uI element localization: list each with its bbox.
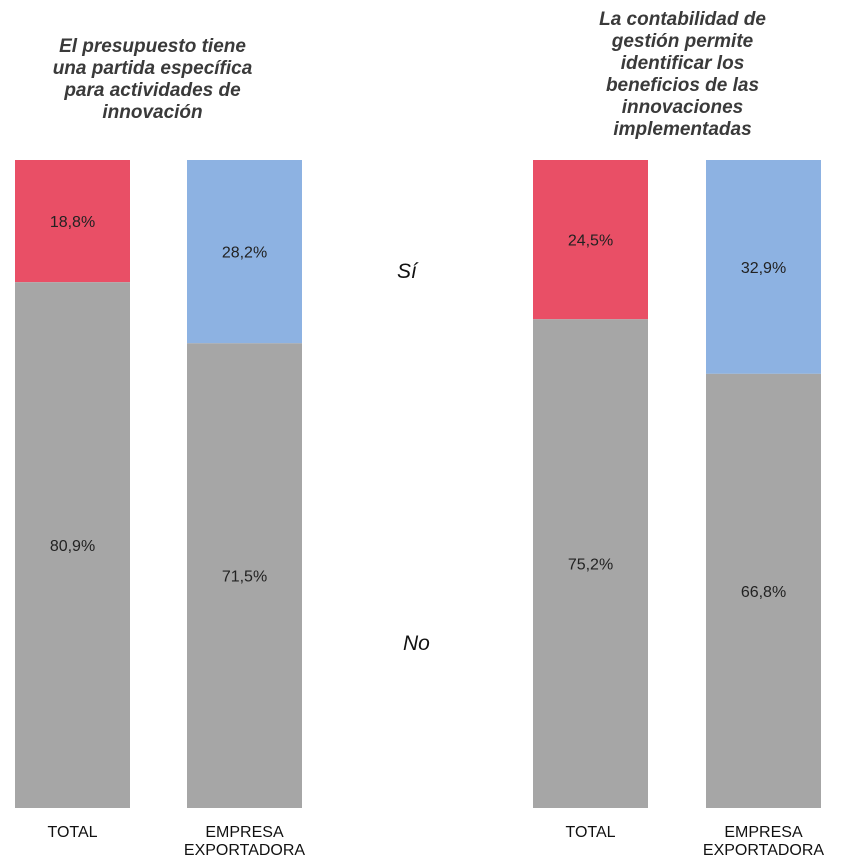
chart1-exporter-no-label: 71,5% [222,569,267,586]
chart1-total-yes-bar [15,160,130,283]
chart2-total-no-bar [533,319,648,808]
chart1-total-category-label: TOTAL [47,824,97,841]
chart2-exporter-category-label: EMPRESA EXPORTADORA [703,824,825,859]
chart2-total-category-label: TOTAL [565,824,615,841]
legend-label-no: No [403,632,430,655]
chart1-exporter-yes-bar [187,160,302,344]
chart2-total-yes-label: 24,5% [568,233,613,250]
chart2-exporter-no-bar [706,373,821,808]
chart-title-budget: El presupuesto tiene una partida específ… [52,36,253,123]
chart-title-accounting: La contabilidad de gestión permite ident… [599,9,766,140]
chart2-total-yes-bar [533,160,648,320]
chart2-exporter-yes-label: 32,9% [741,260,786,277]
legend-label-yes: Sí [397,260,417,283]
chart1-exporter-yes-label: 28,2% [222,245,267,262]
chart1-total-no-label: 80,9% [50,538,95,555]
chart1-exporter-category-label: EMPRESA EXPORTADORA [184,824,306,859]
chart1-total-yes-label: 18,8% [50,214,95,231]
chart1-exporter-no-bar [187,343,302,808]
chart2-exporter-no-label: 66,8% [741,584,786,601]
chart1-total-no-bar [15,282,130,809]
chart2-exporter-yes-bar [706,160,821,374]
chart2-total-no-label: 75,2% [568,557,613,574]
